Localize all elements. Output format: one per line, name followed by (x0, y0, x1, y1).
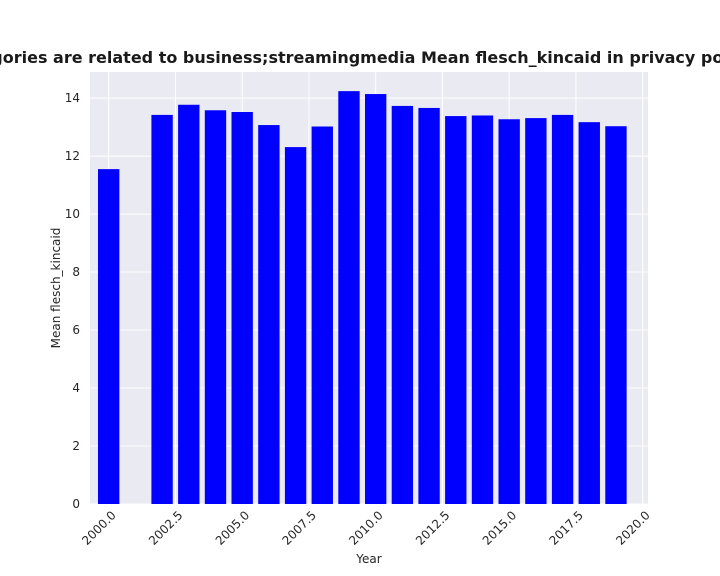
bar (551, 114, 574, 504)
bar (578, 122, 600, 504)
bar (364, 94, 387, 504)
bar (605, 126, 627, 504)
bar (498, 119, 520, 504)
y-tick-label: 12 (65, 149, 80, 163)
y-tick-label: 10 (65, 207, 80, 221)
bars (98, 91, 627, 505)
y-axis-label: Mean flesch_kincaid (49, 228, 63, 349)
x-tick-label: 2012.5 (413, 508, 453, 548)
bar (151, 114, 173, 504)
bar (445, 116, 467, 505)
bar (258, 125, 280, 505)
y-tick-label: 4 (72, 381, 80, 395)
bar (525, 118, 547, 504)
bar (418, 107, 440, 505)
bar (178, 104, 200, 504)
bar (311, 126, 333, 504)
x-axis-ticks: 2000.0 2002.5 2005.0 2007.5 2010.0 2012.5 2015… (79, 508, 653, 548)
x-tick-label: 2010.0 (346, 508, 386, 548)
x-axis-label: Year (355, 552, 381, 566)
x-tick-label: 2005.0 (213, 508, 253, 548)
x-tick-label: 2015.0 (480, 508, 520, 548)
bar (338, 91, 360, 505)
chart-title: When categories are related to business;… (0, 48, 720, 67)
x-tick-label: 2020.0 (613, 508, 653, 548)
bar (284, 147, 307, 504)
x-tick-label: 2017.5 (546, 508, 586, 548)
y-axis-ticks: 0 2 4 6 8 10 12 14 (65, 91, 80, 511)
y-tick-label: 0 (72, 497, 80, 511)
x-tick-label: 2007.5 (279, 508, 319, 548)
y-tick-label: 8 (72, 265, 80, 279)
x-tick-label: 2002.5 (146, 508, 186, 548)
y-tick-label: 6 (72, 323, 80, 337)
bar (471, 115, 494, 504)
x-tick-label: 2000.0 (79, 508, 119, 548)
bar (204, 110, 227, 504)
bar (231, 112, 253, 504)
bar (98, 169, 120, 505)
y-tick-label: 2 (72, 439, 80, 453)
bar (391, 105, 414, 504)
y-tick-label: 14 (65, 91, 80, 105)
